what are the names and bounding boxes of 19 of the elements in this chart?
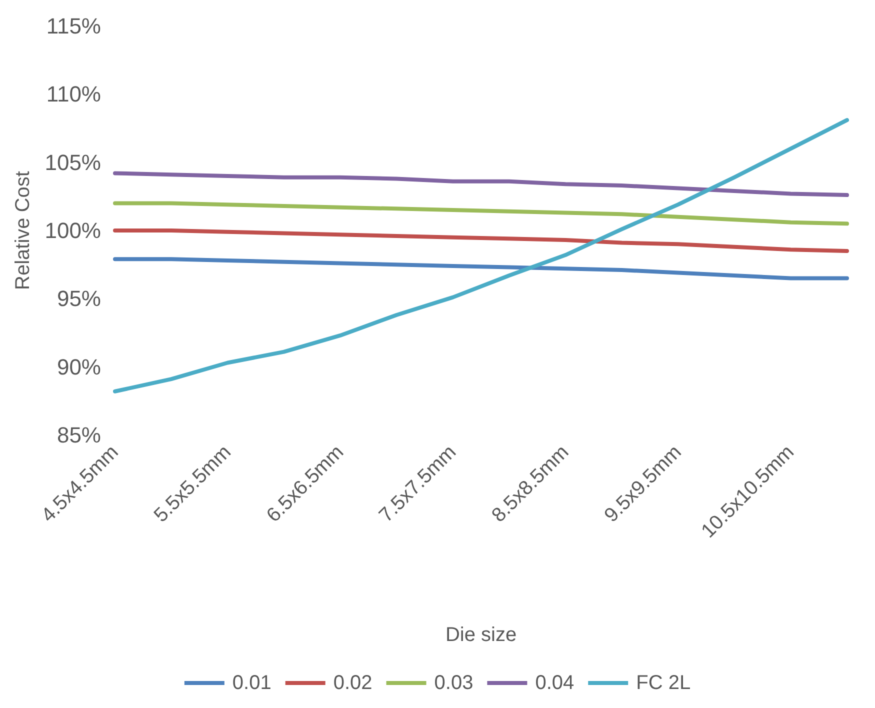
y-tick-label: 105% xyxy=(44,150,101,175)
line-series xyxy=(113,118,849,394)
line-series xyxy=(113,171,849,198)
legend-label: 0.01 xyxy=(232,672,272,694)
line-series xyxy=(113,228,849,253)
x-axis-title: Die size xyxy=(445,624,517,646)
y-tick-label: 115% xyxy=(46,14,101,38)
line-series xyxy=(113,257,849,280)
legend-label: 0.04 xyxy=(535,672,574,694)
y-tick-label: 90% xyxy=(56,354,101,380)
legend-label: 0.03 xyxy=(434,672,474,694)
y-tick-label: 110% xyxy=(46,82,101,107)
line-series xyxy=(113,201,849,226)
y-axis-title: Relative Cost xyxy=(12,170,34,290)
y-tick-label: 95% xyxy=(56,286,101,312)
y-tick-label: 100% xyxy=(44,218,101,243)
legend-label: 0.02 xyxy=(333,672,372,694)
legend-label: FC 2L xyxy=(636,672,691,694)
y-tick-label: 85% xyxy=(56,422,101,448)
